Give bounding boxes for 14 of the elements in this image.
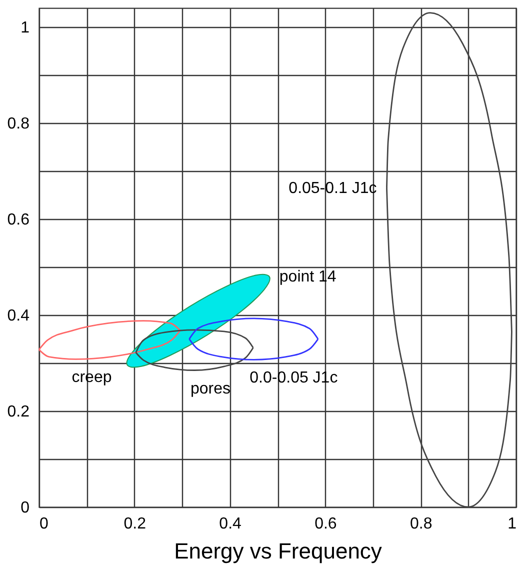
y-tick-label: 0.8 (7, 116, 30, 133)
x-axis-title: Energy vs Frequency (174, 538, 382, 564)
y-tick-label: 0.4 (7, 308, 30, 325)
x-tick-label: 0.6 (314, 516, 337, 532)
series-label: pores (190, 380, 231, 398)
x-tick-label: 0 (40, 516, 48, 532)
x-tick-label: 0.4 (219, 516, 242, 532)
x-tick-label: 1 (508, 516, 517, 532)
x-tick-label: 0.8 (410, 516, 432, 532)
x-tick-label: 0.2 (124, 516, 146, 532)
y-tick-label: 0 (20, 500, 30, 516)
y-tick-label: 0.2 (7, 404, 30, 421)
y-tick-label: 1 (20, 20, 30, 37)
y-tick-label: 0.6 (7, 212, 30, 229)
